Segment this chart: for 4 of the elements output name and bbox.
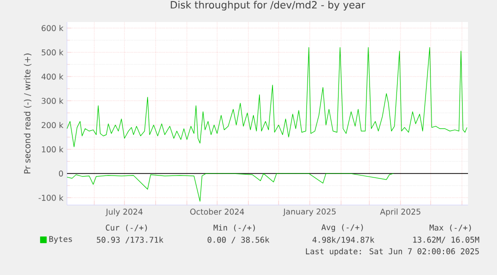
y-axis-title: Pr second read (-) / write (+) <box>24 54 32 174</box>
line-series <box>66 173 394 202</box>
line-series <box>66 47 468 148</box>
chart-title: Disk throughput for /dev/md2 - by year <box>170 0 366 11</box>
